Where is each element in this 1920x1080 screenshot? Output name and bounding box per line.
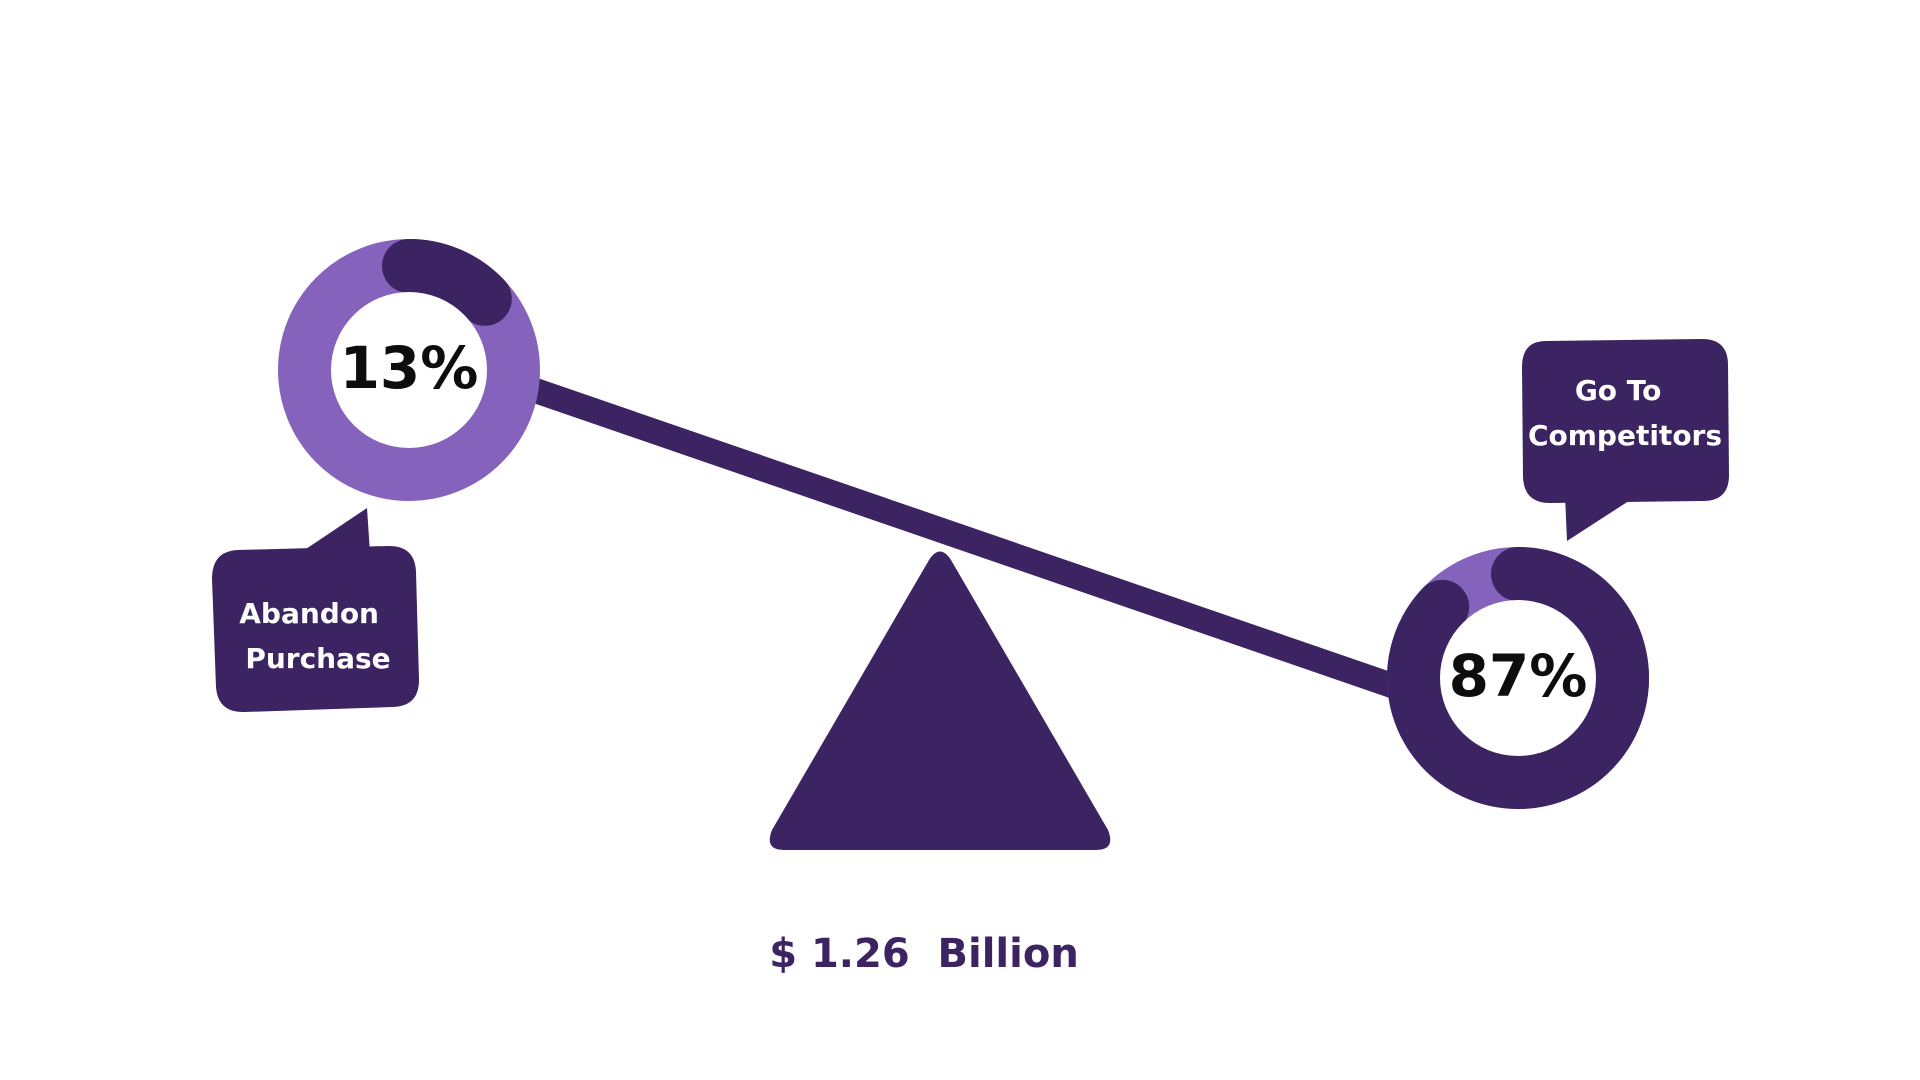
right-bubble-tail <box>1565 495 1638 541</box>
left-gauge-value-arc <box>382 239 512 326</box>
left-speech-bubble: Abandon Purchase <box>212 508 419 713</box>
right-gauge-value-arc <box>1387 547 1649 809</box>
svg-text:Abandon Purchase: Abandon Purchase <box>239 597 390 675</box>
seesaw-beam <box>529 378 1407 701</box>
left-bubble-line-1: Abandon <box>239 597 379 630</box>
right-gauge-percent: 87% <box>1449 642 1588 710</box>
right-gauge: 87% <box>1387 547 1649 809</box>
right-speech-bubble: Go To Competitors <box>1522 339 1729 541</box>
right-bubble-body <box>1522 339 1729 503</box>
right-bubble-line-1: Go To <box>1575 374 1662 407</box>
left-bubble-line-2: Purchase <box>245 642 390 675</box>
svg-text:Go To Competitors: Go To Competitors <box>1528 374 1722 452</box>
left-bubble-body <box>212 546 419 713</box>
left-gauge: 13% <box>278 239 540 501</box>
right-gauge-center <box>1440 600 1596 756</box>
left-bubble-tail <box>300 508 370 553</box>
left-gauge-center <box>331 292 487 448</box>
left-gauge-percent: 13% <box>340 334 479 402</box>
seesaw-fulcrum <box>769 551 1111 850</box>
right-bubble-line-2: Competitors <box>1528 419 1722 452</box>
amount-label: $ 1.26 Billion <box>769 931 1079 977</box>
